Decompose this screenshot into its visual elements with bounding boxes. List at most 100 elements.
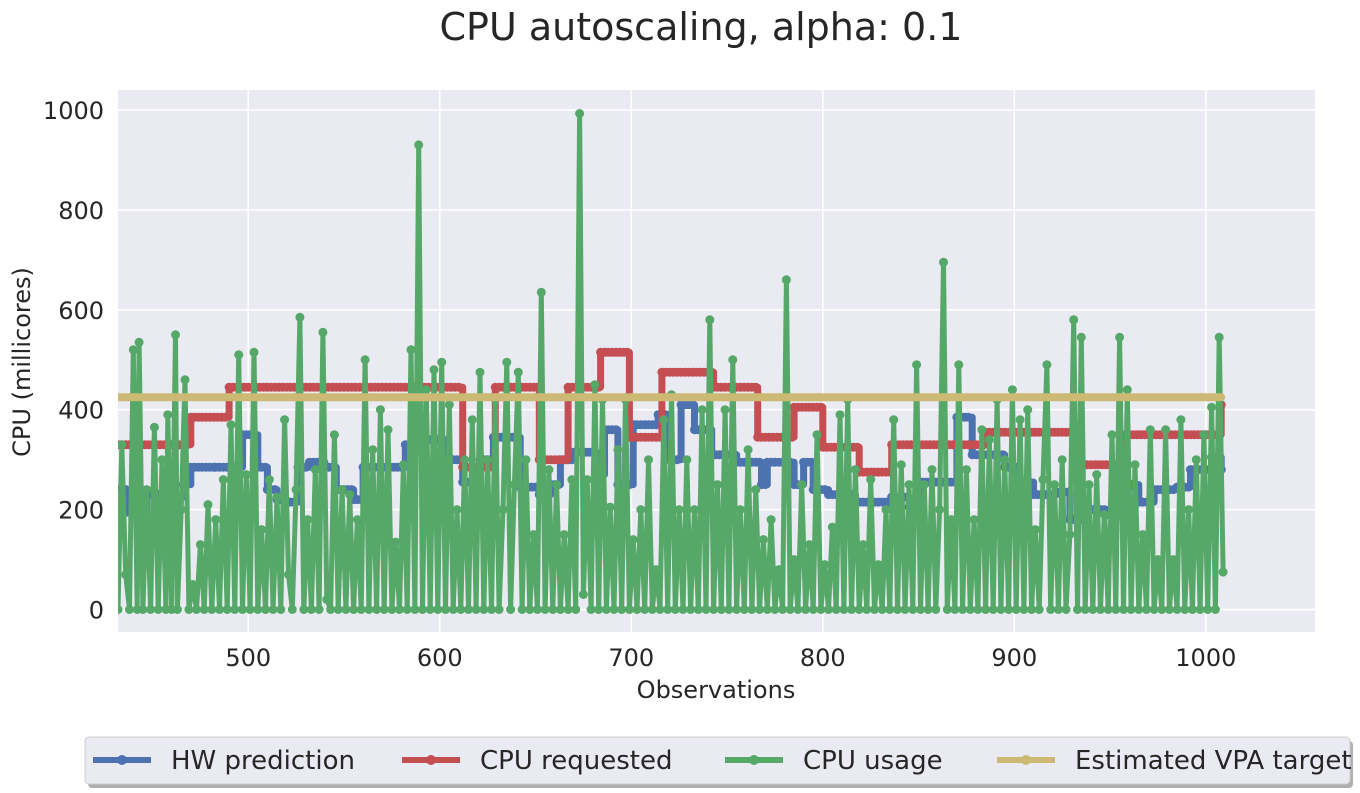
data-point (222, 605, 232, 614)
data-point (483, 455, 493, 465)
data-point (398, 460, 408, 470)
data-point (567, 475, 577, 485)
data-point (1149, 605, 1159, 614)
data-point (261, 605, 270, 614)
data-point (996, 605, 1006, 614)
data-point (701, 605, 711, 614)
data-point (142, 485, 152, 495)
data-point (337, 485, 347, 495)
data-point (257, 525, 267, 535)
y-tick-label: 0 (89, 597, 104, 625)
data-point (716, 605, 726, 614)
data-point (517, 605, 527, 614)
data-point (406, 345, 416, 355)
data-point (1007, 385, 1017, 395)
data-point (552, 480, 562, 490)
data-point (418, 605, 427, 614)
data-point (1038, 475, 1048, 485)
data-point (268, 605, 278, 614)
data-point (280, 415, 290, 425)
data-point (1023, 405, 1033, 415)
data-point (935, 505, 945, 515)
data-point (525, 605, 535, 614)
legend-label: HW prediction (171, 746, 355, 776)
data-point (793, 605, 803, 614)
data-point (207, 605, 217, 614)
data-point (578, 590, 588, 599)
data-point (287, 605, 297, 614)
data-point (1130, 460, 1140, 470)
data-point (291, 485, 301, 495)
data-point (688, 400, 698, 410)
data-point (1122, 385, 1132, 395)
data-point (919, 480, 929, 490)
data-point (326, 605, 336, 614)
data-point (789, 555, 799, 565)
data-point (739, 605, 749, 614)
legend-item: CPU requested (402, 746, 672, 776)
data-point (896, 460, 906, 470)
data-point (808, 605, 818, 614)
data-point (563, 605, 573, 614)
data-point (854, 605, 864, 614)
data-point (391, 537, 401, 547)
data-point (192, 605, 201, 614)
data-point (755, 457, 765, 467)
data-point (414, 140, 424, 150)
y-tick-labels: 0 200 400 600 800 1000 (43, 97, 104, 625)
data-point (1061, 605, 1071, 614)
legend-marker (749, 755, 759, 765)
data-point (977, 425, 987, 435)
data-point (349, 605, 359, 614)
legend-label: Estimated VPA target (1075, 746, 1352, 776)
data-point (827, 522, 837, 532)
data-point (444, 400, 454, 410)
legend-marker (1021, 755, 1031, 765)
data-point (812, 430, 822, 440)
data-point (866, 475, 876, 485)
data-point (138, 605, 148, 614)
data-point (402, 605, 412, 614)
data-point (375, 405, 385, 415)
data-point (831, 605, 841, 614)
data-point (674, 505, 684, 515)
data-point (1046, 605, 1056, 614)
data-point (479, 605, 489, 614)
x-tick-label: 600 (417, 644, 463, 672)
data-point (624, 605, 634, 614)
series-layer (118, 109, 1228, 614)
data-point (873, 560, 883, 570)
data-point (421, 385, 431, 395)
data-point (383, 425, 393, 435)
data-point (628, 535, 638, 545)
legend-item: Estimated VPA target (997, 746, 1352, 776)
data-point (509, 480, 519, 490)
data-point (195, 540, 205, 550)
data-point (942, 605, 952, 614)
data-point (410, 605, 420, 614)
data-point (605, 502, 615, 512)
data-point (318, 327, 328, 337)
data-point (760, 480, 770, 490)
data-point (852, 442, 862, 452)
data-point (218, 475, 228, 485)
data-point (1011, 605, 1021, 614)
data-point (245, 605, 255, 614)
data-point (916, 605, 925, 614)
data-point (441, 605, 450, 614)
legend-item: HW prediction (93, 746, 355, 776)
data-point (215, 605, 224, 614)
data-point (1015, 415, 1025, 425)
data-point (709, 605, 719, 614)
data-point (755, 605, 765, 614)
data-point (747, 605, 757, 614)
data-point (640, 605, 650, 614)
data-point (1069, 315, 1079, 325)
data-point (862, 605, 872, 614)
data-point (118, 605, 123, 614)
data-point (816, 605, 826, 614)
data-point (295, 312, 305, 322)
data-point (1142, 605, 1151, 614)
data-point (387, 605, 397, 614)
